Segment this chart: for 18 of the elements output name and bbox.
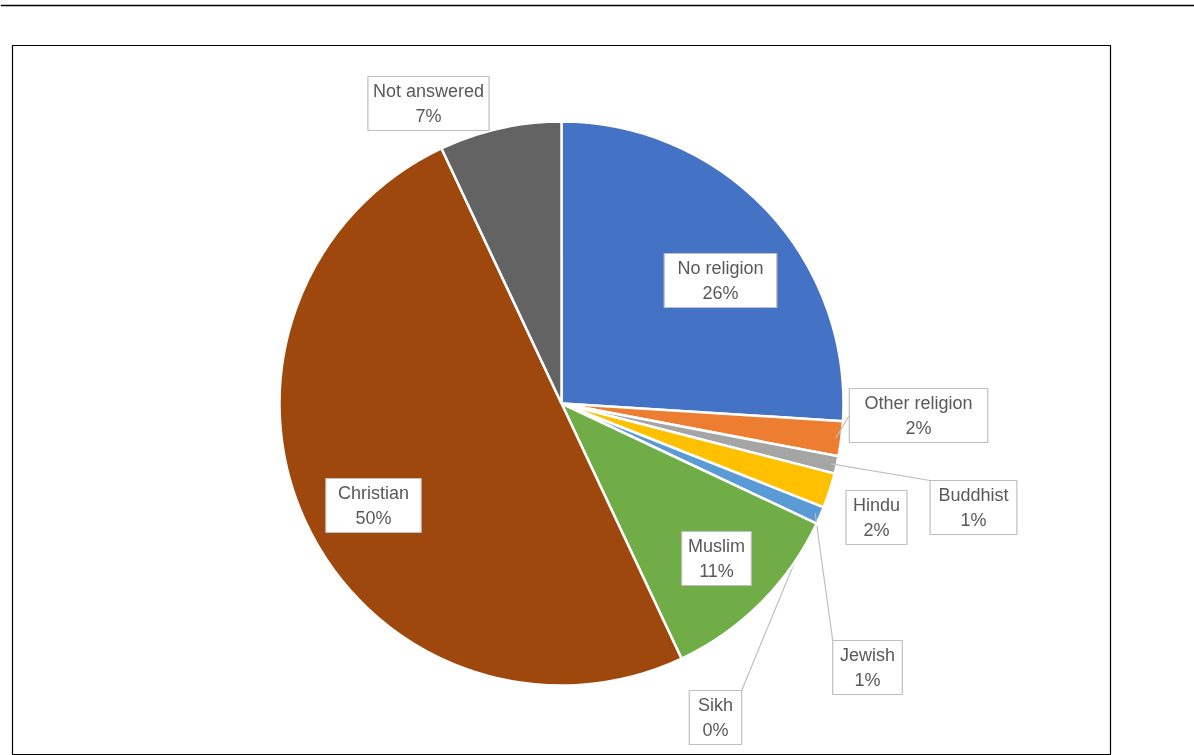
slice-label: Muslim [688, 536, 745, 556]
slice-label: Buddhist [938, 485, 1009, 505]
data-label: 26% [702, 283, 739, 303]
slice-label: Jewish [839, 645, 896, 665]
data-label: 2% [905, 418, 932, 438]
slice-label: Christian [337, 483, 410, 503]
data-label: 1% [960, 510, 987, 530]
data-label: 11% [699, 561, 734, 581]
slice-label: Other religion [864, 393, 973, 413]
slice-label: No religion [677, 258, 764, 278]
category-label: Sikh [697, 695, 734, 715]
text: 0% [702, 720, 729, 740]
data-label: 2% [863, 520, 890, 540]
data-label: 1% [854, 670, 881, 690]
slice-label: Hindu [852, 495, 901, 515]
data-label: 7% [415, 106, 442, 126]
data-label: 50% [355, 508, 392, 528]
slice-label: Not answered [372, 81, 485, 101]
